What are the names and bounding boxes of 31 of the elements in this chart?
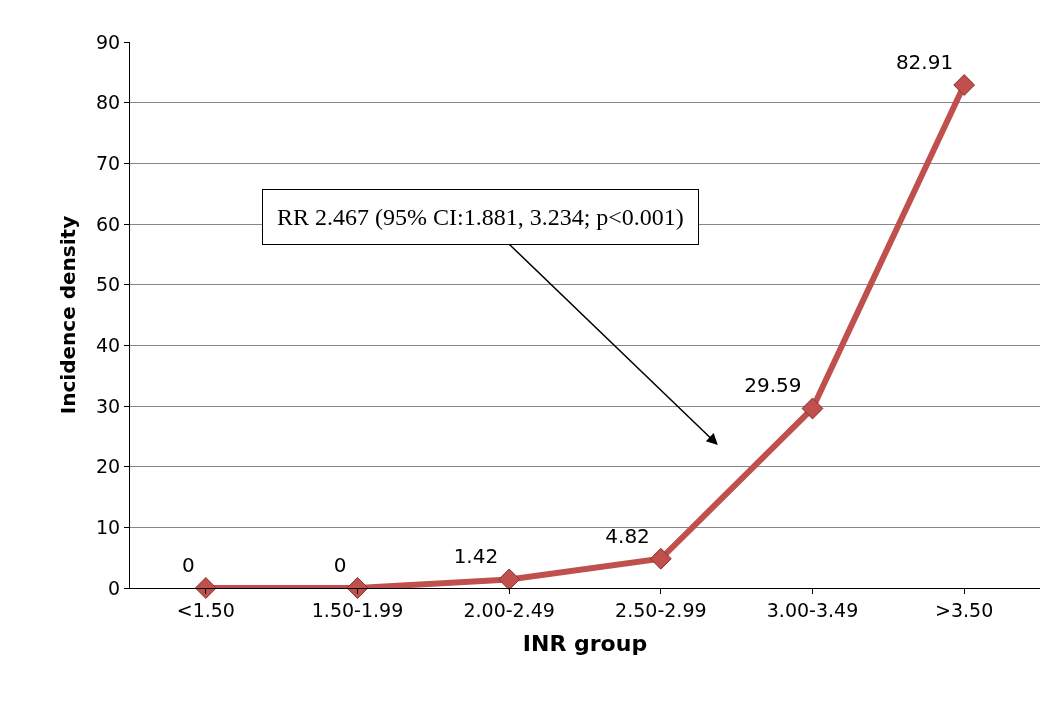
x-tick-label: <1.50: [176, 598, 235, 621]
x-tick-label: 2.00-2.49: [463, 598, 555, 621]
data-label: 4.82: [605, 523, 650, 548]
x-tick-label: 2.50-2.99: [615, 598, 707, 621]
point: [649, 547, 672, 570]
data-label: 29.59: [744, 373, 802, 398]
y-tick-label: 10: [96, 515, 121, 538]
y-tick-label: 30: [96, 394, 121, 417]
y-axis-title: Incidence density: [55, 215, 80, 415]
data-label: 0: [333, 553, 347, 577]
point: [498, 568, 521, 591]
annotation: RR 2.467 (95% CI:1.881, 3.234; p<0.001): [277, 204, 684, 230]
point: [346, 577, 369, 599]
y-tick-label: 40: [96, 333, 121, 356]
x-tick-label: >3.50: [935, 598, 994, 621]
data-label: 1.42: [453, 544, 499, 569]
y-tick-label: 70: [96, 151, 121, 174]
point: [194, 577, 217, 599]
y-tick-label: 60: [96, 212, 121, 235]
x-tick-label: 3.00-3.49: [766, 598, 859, 621]
y-tick-label: 0: [108, 576, 121, 599]
point: [953, 74, 976, 96]
point: [801, 397, 824, 420]
x-axis-title: INR group: [522, 630, 648, 656]
data-label: 82.91: [895, 50, 954, 75]
data-label: 0: [182, 553, 195, 577]
y-tick-label: 20: [96, 455, 121, 478]
y-tick-label: 50: [96, 273, 121, 296]
x-tick-label: 1.50-1.99: [311, 598, 404, 621]
y-tick-label: 90: [96, 30, 121, 53]
y-tick-label: 80: [96, 91, 121, 114]
